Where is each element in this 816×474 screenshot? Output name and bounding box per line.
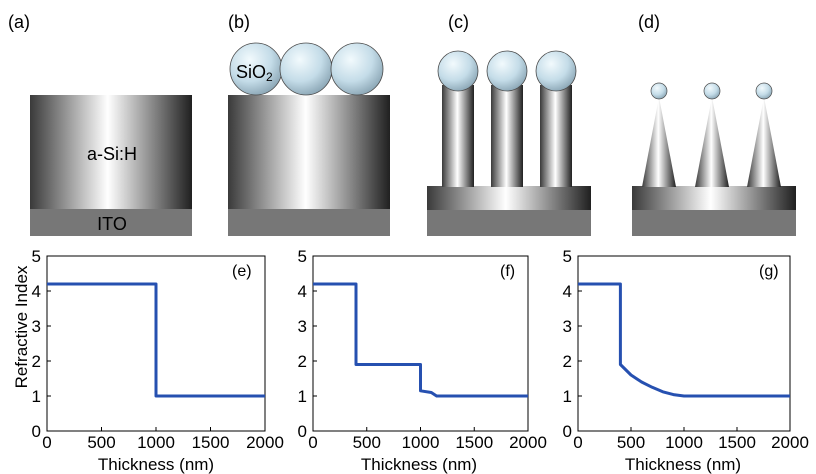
chart-g: 0 500 1000 1500 2000 0 1 2 3 4 5 (g) Thickness (nm… — [563, 247, 809, 474]
y-tick-label: 2 — [32, 352, 41, 371]
panel-e-label: (e) — [232, 263, 252, 280]
sio2-sphere — [650, 82, 668, 100]
y-tick-label: 0 — [298, 422, 307, 441]
nanocone — [642, 97, 676, 187]
sio2-sphere — [486, 50, 528, 92]
y-tick-label: 5 — [32, 247, 41, 266]
x-tick-label: 500 — [617, 433, 645, 452]
sio2-sphere — [755, 82, 773, 100]
y-tick-label: 1 — [298, 387, 307, 406]
nanopillar — [442, 85, 474, 187]
refractive-index-line — [313, 282, 528, 398]
x-tick-label: 1000 — [137, 433, 175, 452]
sio2-sphere — [279, 42, 333, 96]
x-axis-title: Thickness (nm) — [625, 455, 741, 474]
x-tick-label: 1500 — [455, 433, 493, 452]
y-tick-label: 3 — [298, 317, 307, 336]
panel-g-label: (g) — [759, 263, 779, 280]
substrate-layer — [427, 210, 591, 236]
nanopillar — [491, 85, 523, 187]
y-tick-label: 3 — [32, 317, 41, 336]
y-tick-label: 1 — [563, 387, 572, 406]
substrate-layer — [228, 209, 390, 236]
sio2-sphere — [703, 82, 721, 100]
y-tick-label: 3 — [563, 317, 572, 336]
plot-frame — [577, 255, 791, 432]
base-layer — [427, 186, 591, 211]
y-tick-label: 1 — [32, 387, 41, 406]
panel-a-label: (a) — [8, 12, 30, 32]
sio2-sphere — [437, 50, 479, 92]
film-layer — [30, 95, 192, 210]
panel-c: (c) — [427, 12, 591, 236]
x-tick-label: 500 — [87, 433, 115, 452]
x-tick-label: 0 — [308, 433, 317, 452]
y-tick-label: 4 — [32, 282, 41, 301]
x-tick-label: 1000 — [402, 433, 440, 452]
y-tick-label: 5 — [298, 247, 307, 266]
x-tick-label: 1500 — [718, 433, 756, 452]
x-tick-label: 500 — [353, 433, 381, 452]
substrate-layer — [632, 210, 796, 236]
panel-b-label: (b) — [228, 12, 250, 32]
x-tick-label: 0 — [573, 433, 582, 452]
film-layer — [228, 95, 390, 210]
sio2-sphere — [330, 42, 384, 96]
x-tick-label: 0 — [42, 433, 51, 452]
refractive-index-line — [47, 282, 265, 398]
x-tick-label: 2000 — [509, 433, 547, 452]
x-tick-label: 2000 — [246, 433, 284, 452]
chart-e: 0 500 1000 1500 2000 0 1 2 3 4 5 (e) Thickness (nm… — [32, 247, 284, 474]
y-tick-label: 5 — [563, 247, 572, 266]
sio2-sphere — [535, 50, 577, 92]
y-tick-label: 4 — [563, 282, 572, 301]
x-tick-label: 1500 — [192, 433, 230, 452]
nanocone — [747, 97, 781, 187]
panel-d: (d) — [632, 12, 796, 236]
panel-c-label: (c) — [448, 12, 469, 32]
film-label: a-Si:H — [87, 144, 137, 164]
y-axis-title: Refractive Index — [12, 265, 31, 388]
nanocone — [695, 97, 729, 187]
x-axis-title: Thickness (nm) — [98, 455, 214, 474]
plot-frame — [312, 255, 529, 432]
x-tick-label: 1000 — [665, 433, 703, 452]
panel-f-label: (f) — [500, 263, 515, 280]
substrate-layer — [30, 209, 192, 236]
chart-f: 0 500 1000 1500 2000 0 1 2 3 4 5 (f) Thickness (nm… — [298, 247, 547, 474]
y-tick-label: 0 — [32, 422, 41, 441]
y-tick-label: 0 — [563, 422, 572, 441]
x-tick-label: 2000 — [771, 433, 809, 452]
base-layer — [632, 186, 796, 211]
nanopillar — [540, 85, 572, 187]
y-tick-label: 2 — [563, 352, 572, 371]
refractive-index-line — [578, 282, 790, 398]
x-axis-title: Thickness (nm) — [361, 455, 477, 474]
y-tick-label: 2 — [298, 352, 307, 371]
sphere-label: SiO2 — [236, 62, 273, 84]
substrate-label: ITO — [97, 214, 127, 234]
panel-a: (a) a-Si:H ITO — [8, 12, 192, 236]
panel-b: (b) SiO2 — [228, 12, 390, 236]
y-tick-label: 4 — [298, 282, 307, 301]
panel-d-label: (d) — [638, 12, 660, 32]
